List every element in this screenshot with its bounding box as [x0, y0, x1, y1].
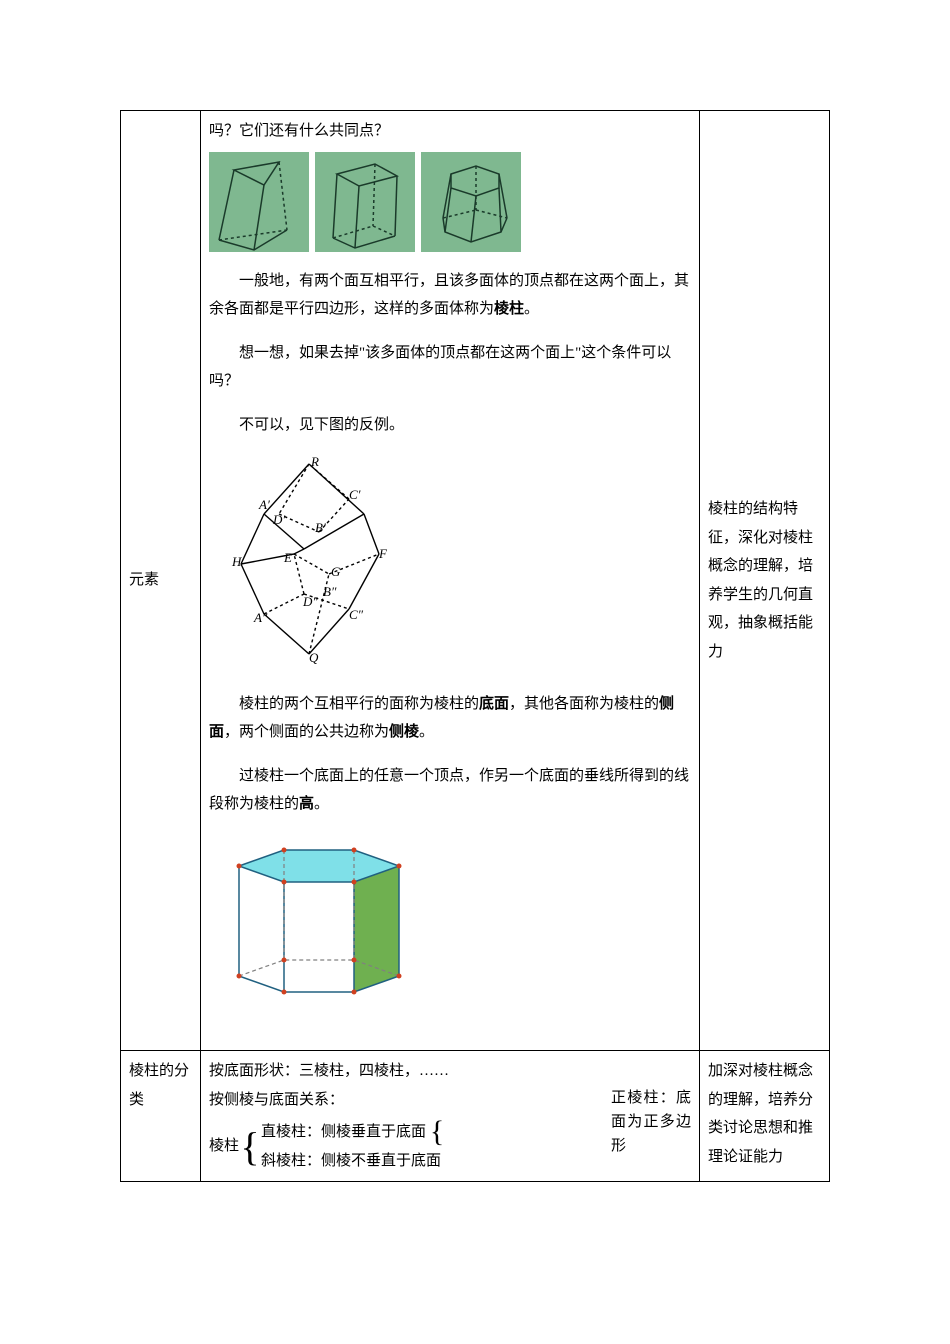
quad-prism-icon [315, 152, 415, 252]
faces-paragraph: 棱柱的两个互相平行的面称为棱柱的底面，其他各面称为棱柱的侧面，两个侧面的公共边称… [209, 690, 691, 747]
hex-prism-figure [209, 834, 691, 1035]
svg-text:Q: Q [309, 650, 319, 664]
svg-text:E: E [283, 550, 292, 565]
triangular-prism-icon [209, 152, 309, 252]
row1-left-label: 元素 [121, 111, 201, 1051]
row2-left-label: 棱柱的分类 [121, 1051, 201, 1182]
svg-text:F: F [378, 546, 388, 561]
by-edge-line: 按侧棱与底面关系： [209, 1086, 607, 1115]
question-line: 吗？它们还有什么共同点？ [209, 117, 691, 146]
svg-text:A″: A″ [253, 610, 268, 625]
by-base-line: 按底面形状：三棱柱，四棱柱，…… [209, 1057, 691, 1086]
row2-content: 按底面形状：三棱柱，四棱柱，…… 按侧棱与底面关系： 棱柱 { 直棱柱：侧棱垂 [201, 1051, 700, 1182]
svg-text:A′: A′ [258, 497, 270, 512]
row2-right-note: 加深对棱柱概念的理解，培养分类讨论思想和推理论证能力 [700, 1051, 830, 1182]
think-paragraph: 想一想，如果去掉"该多面体的顶点都在这两个面上"这个条件可以吗？ [209, 339, 691, 396]
row1-right-note: 棱柱的结构特征，深化对棱柱概念的理解，培养学生的几何直观，抽象概括能力 [700, 111, 830, 1051]
svg-text:C″: C″ [349, 607, 364, 622]
svg-text:C′: C′ [349, 487, 361, 502]
height-paragraph: 过棱柱一个底面上的任意一个顶点，作另一个底面的垂线所得到的线段称为棱柱的高。 [209, 762, 691, 819]
svg-text:D′: D′ [272, 512, 285, 527]
row1-content: 吗？它们还有什么共同点？ [201, 111, 700, 1051]
branch-oblique: 斜棱柱：侧棱不垂直于底面 [261, 1153, 441, 1169]
answer-paragraph: 不可以，见下图的反例。 [209, 411, 691, 440]
hex-prism-icon [421, 152, 521, 252]
three-prisms-figure [209, 152, 691, 252]
svg-text:R: R [310, 454, 319, 469]
definition-paragraph: 一般地，有两个面互相平行，且该多面体的顶点都在这两个面上，其余各面都是平行四边形… [209, 267, 691, 324]
branch-straight: 直棱柱：侧棱垂直于底面 [261, 1118, 426, 1147]
brace-icon: { [239, 1118, 261, 1175]
regular-prism-note: 正棱柱：底面为正多边形 [611, 1086, 691, 1158]
svg-text:H: H [231, 554, 242, 569]
svg-text:B′: B′ [315, 520, 326, 535]
svg-text:G: G [331, 564, 341, 579]
classification-tree: 棱柱 { 直棱柱：侧棱垂直于底面 { 斜棱柱：侧棱不垂直于底面 [209, 1118, 607, 1175]
counterexample-figure: R A′ C′ D′ B′ H E G F A″ D″ C″ B″ Q [209, 454, 691, 675]
svg-text:D″: D″ [302, 594, 318, 609]
brace-icon: { [426, 1118, 448, 1147]
svg-text:B″: B″ [323, 584, 337, 599]
tree-root: 棱柱 [209, 1132, 239, 1161]
